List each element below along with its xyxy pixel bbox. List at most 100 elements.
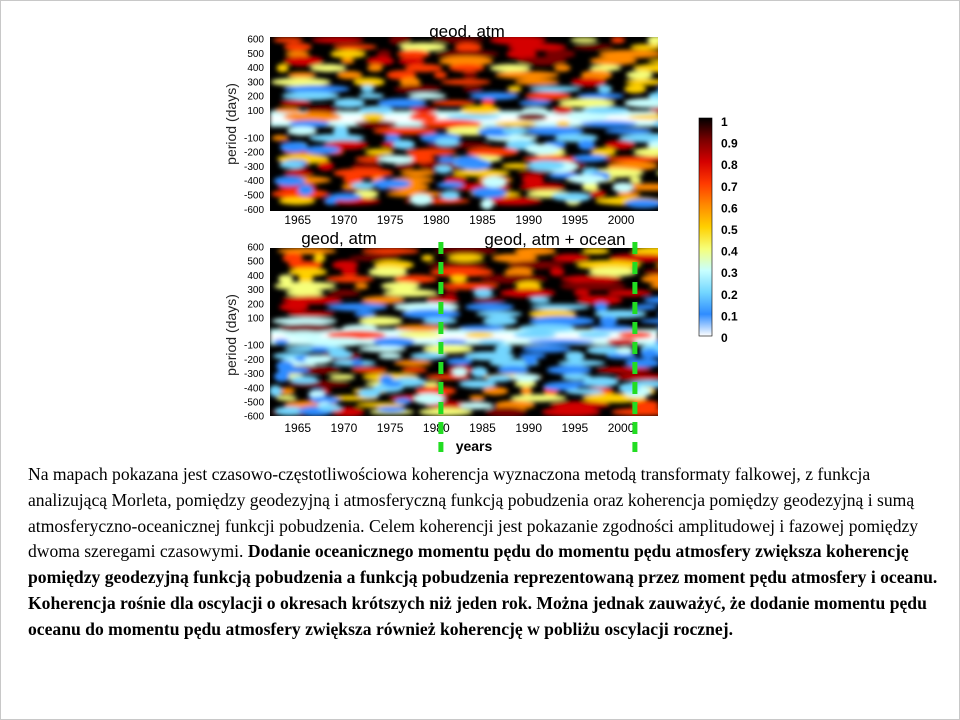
heat-cell xyxy=(274,281,337,291)
heat-cell xyxy=(589,64,622,72)
panel-b-yticks: 600 500 400 300 200 100 -100 -200 -300 -400 -500 -6… xyxy=(244,243,264,423)
heat-cell xyxy=(317,404,343,412)
heat-cell xyxy=(421,254,434,262)
heat-cell xyxy=(510,394,567,402)
heat-cell xyxy=(529,316,595,326)
heat-cell xyxy=(435,165,452,174)
heat-cell xyxy=(497,365,530,375)
heat-cell xyxy=(342,324,378,332)
ytick-label: 400 xyxy=(247,271,264,282)
heat-cell xyxy=(287,72,317,78)
heat-cell xyxy=(507,260,565,270)
heat-cell xyxy=(656,312,658,316)
heat-cell xyxy=(372,127,438,135)
panel-b-ylabel: period (days) xyxy=(223,294,239,376)
heat-cell xyxy=(434,137,460,147)
heat-cell xyxy=(649,283,658,289)
heat-cell xyxy=(482,316,518,326)
heat-cell xyxy=(340,57,355,65)
ytick-label: -500 xyxy=(244,191,264,202)
heat-cell xyxy=(464,351,515,361)
heat-cell xyxy=(552,105,574,115)
heat-cell xyxy=(297,184,314,196)
heat-cell xyxy=(511,373,541,382)
heat-cell xyxy=(446,254,485,262)
heat-cell xyxy=(351,181,377,189)
heat-cell xyxy=(652,120,658,128)
heat-cell xyxy=(433,71,447,79)
heat-cell xyxy=(632,63,658,73)
colorbar-tick-label: 0.2 xyxy=(721,288,738,302)
heat-cell xyxy=(610,37,626,44)
heat-cell xyxy=(284,331,323,339)
heat-cell xyxy=(270,385,282,397)
heat-cell xyxy=(639,318,658,324)
xtick-label: 1985 xyxy=(469,213,496,227)
heat-cell xyxy=(630,43,658,51)
heat-cell xyxy=(399,77,421,87)
ytick-label: -400 xyxy=(244,383,264,394)
heat-cell xyxy=(582,106,630,114)
heat-cell xyxy=(281,91,340,101)
colorbar-tick-label: 0 xyxy=(721,331,728,345)
heat-cell xyxy=(549,401,610,409)
heat-cell xyxy=(520,386,533,396)
heat-cell xyxy=(521,345,571,353)
heat-cell xyxy=(336,70,363,80)
heat-cell xyxy=(288,120,331,128)
heat-cell xyxy=(657,87,658,91)
heat-cell xyxy=(513,331,557,339)
heat-cell xyxy=(489,64,531,72)
heat-cell xyxy=(572,154,608,162)
heat-cell xyxy=(459,402,494,410)
heat-cell xyxy=(350,367,388,373)
heat-cell xyxy=(580,70,613,80)
heat-cell xyxy=(484,407,528,416)
ytick-label: 300 xyxy=(247,285,264,296)
heat-cell xyxy=(529,86,582,92)
heat-cell xyxy=(482,386,509,396)
heat-cell xyxy=(278,274,294,284)
heat-cell xyxy=(607,338,637,346)
ytick-label: 300 xyxy=(247,77,264,88)
panel-a-title: geod, atm xyxy=(429,22,505,41)
heat-cell xyxy=(392,139,416,150)
heat-cell xyxy=(549,267,565,277)
heat-cell xyxy=(358,388,381,399)
heat-cell xyxy=(624,84,647,94)
heat-cell xyxy=(446,357,473,365)
heat-cell xyxy=(640,348,658,359)
heat-cell xyxy=(632,400,658,410)
heat-cell xyxy=(401,309,461,319)
ytick-label: -300 xyxy=(244,162,264,173)
heat-cell xyxy=(462,86,483,92)
heat-cell xyxy=(525,91,572,101)
heat-cell xyxy=(452,367,468,377)
heat-cell xyxy=(558,98,616,108)
heat-cell xyxy=(615,374,658,380)
heat-cell xyxy=(590,147,616,157)
heat-cell xyxy=(332,260,359,270)
heat-cell xyxy=(560,275,623,283)
heat-cell xyxy=(597,85,612,93)
heat-cell xyxy=(358,345,407,353)
heat-cell xyxy=(426,296,459,304)
band-high-core xyxy=(270,334,658,341)
heat-cell xyxy=(570,37,598,43)
ytick-label: 200 xyxy=(247,92,264,103)
ytick-label: 500 xyxy=(247,257,264,268)
heat-cell xyxy=(422,317,458,325)
xtick-label: 2000 xyxy=(608,421,635,435)
caption-part-2: Dodanie oceanicznego momentu pędu do mom… xyxy=(28,541,938,639)
heat-cell xyxy=(523,354,538,366)
ytick-label: 600 xyxy=(247,35,264,46)
heat-cell xyxy=(310,346,329,353)
heat-cell xyxy=(394,397,412,405)
heat-cell xyxy=(576,260,642,270)
heat-cell xyxy=(517,169,549,177)
heat-cell xyxy=(384,134,401,142)
heat-cell xyxy=(576,295,623,305)
heat-cell xyxy=(281,295,343,305)
heat-cell xyxy=(654,354,658,358)
heat-cell xyxy=(355,402,406,408)
